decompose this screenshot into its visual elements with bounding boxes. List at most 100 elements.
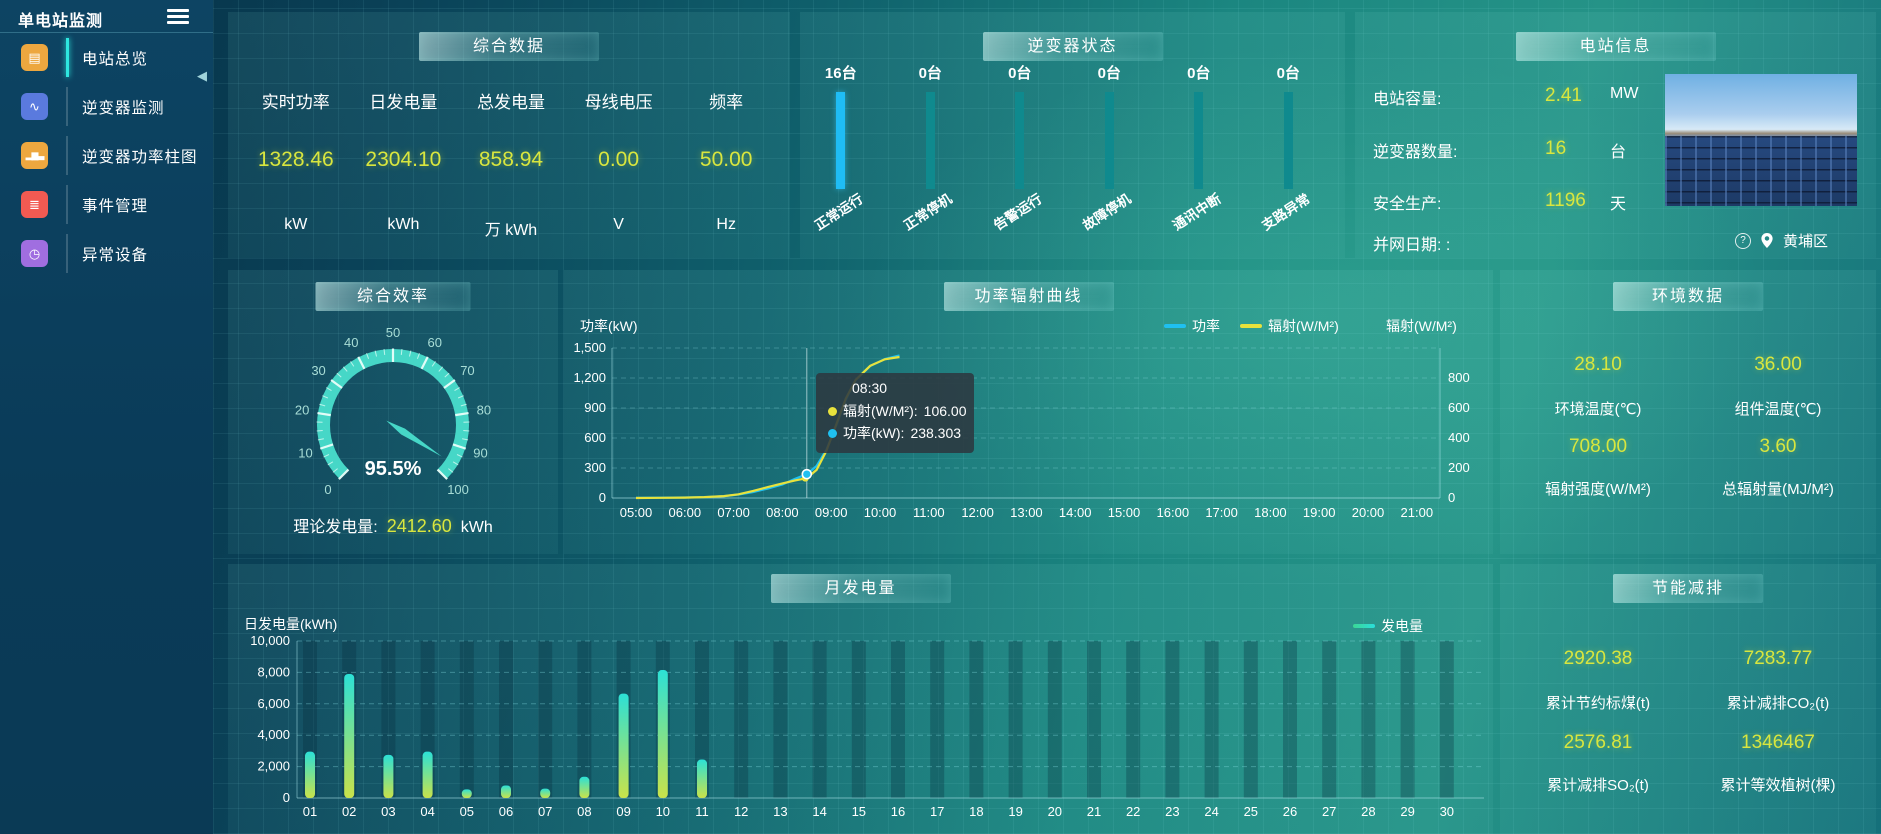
legend-item-energy[interactable]: 发电量 bbox=[1353, 616, 1423, 636]
power-radiation-chart[interactable]: 0 0 300 200 600 400 900 600 1,200 800 1,500 05:00 06… bbox=[564, 270, 1493, 554]
svg-text:19:00: 19:00 bbox=[1303, 505, 1336, 520]
sidebar-item-inverter-power-bars[interactable]: ▂▆▃ 逆变器功率柱图 bbox=[0, 131, 213, 180]
inverter-count: 0台 bbox=[918, 65, 942, 82]
grid-date-row: 并网日期: : bbox=[1373, 231, 1450, 255]
row-label: 理论发电量: bbox=[293, 519, 378, 536]
tooltip-label: 功率(kW): bbox=[843, 425, 905, 441]
summary-metric-units: kW kWh 万 kWh V Hz bbox=[242, 216, 780, 240]
svg-text:21:00: 21:00 bbox=[1401, 505, 1434, 520]
inverter-status-label: 故障停机 bbox=[1080, 191, 1134, 234]
summary-metric-values: 1328.46 2304.10 858.94 0.00 50.00 bbox=[242, 148, 780, 172]
saving-labels-row2: 累计减排SO₂(t) 累计等效植树(棵) bbox=[1508, 774, 1868, 795]
inverter-status-bar[interactable] bbox=[1194, 92, 1204, 189]
svg-text:1,500: 1,500 bbox=[573, 340, 606, 355]
inverter-status-column[interactable]: 0台 故障停机 bbox=[1065, 62, 1155, 233]
tooltip-value: 238.303 bbox=[910, 425, 962, 441]
inverter-count: 16台 bbox=[824, 65, 857, 82]
env-label: 环境温度(℃) bbox=[1554, 401, 1642, 418]
env-labels-row2: 辐射强度(W/M²) 总辐射量(MJ/M²) bbox=[1508, 478, 1868, 499]
svg-text:40: 40 bbox=[344, 335, 358, 350]
svg-text:01: 01 bbox=[303, 804, 317, 819]
svg-text:300: 300 bbox=[584, 460, 606, 475]
energy-bar[interactable] bbox=[422, 751, 433, 798]
svg-text:13: 13 bbox=[773, 804, 787, 819]
inverter-status-bar[interactable] bbox=[1283, 92, 1293, 189]
saving-values-row1: 2920.38 7283.77 bbox=[1508, 648, 1868, 670]
inverter-status-column[interactable]: 0台 通讯中断 bbox=[1154, 62, 1244, 233]
svg-text:25: 25 bbox=[1244, 804, 1258, 819]
inverter-status-column[interactable]: 16台 正常运行 bbox=[796, 62, 886, 233]
svg-text:28: 28 bbox=[1361, 804, 1375, 819]
inverter-status-column[interactable]: 0台 支路异常 bbox=[1244, 62, 1334, 233]
station-capacity-row: 电站容量: 2.41 MW bbox=[1373, 85, 1638, 109]
sidebar-item-abnormal-devices[interactable]: ◷ 异常设备 bbox=[0, 229, 213, 278]
svg-text:16: 16 bbox=[891, 804, 905, 819]
svg-text:2,000: 2,000 bbox=[257, 759, 290, 774]
gauge-needle bbox=[386, 420, 442, 457]
metric-value: 50.00 bbox=[699, 148, 753, 171]
env-labels-row1: 环境温度(℃) 组件温度(℃) bbox=[1508, 398, 1868, 419]
energy-bar[interactable] bbox=[461, 789, 472, 798]
inverter-status-column[interactable]: 0台正常停机 bbox=[886, 62, 976, 233]
energy-bar[interactable] bbox=[657, 670, 668, 798]
svg-text:17: 17 bbox=[930, 804, 944, 819]
energy-bar[interactable] bbox=[618, 693, 629, 798]
svg-text:11:00: 11:00 bbox=[913, 505, 945, 520]
sidebar-item-event-management[interactable]: ≣ 事件管理 bbox=[0, 180, 213, 229]
svg-text:4,000: 4,000 bbox=[257, 727, 290, 742]
row-label: 电站容量: bbox=[1373, 91, 1442, 108]
svg-text:09:00: 09:00 bbox=[815, 505, 848, 520]
svg-text:04: 04 bbox=[420, 804, 434, 819]
item-divider bbox=[66, 136, 68, 175]
inverter-status-bar[interactable] bbox=[836, 92, 846, 189]
inverter-status-bar[interactable] bbox=[1104, 92, 1114, 189]
metric-value: 1328.46 bbox=[257, 148, 334, 171]
saving-label: 累计节约标煤(t) bbox=[1545, 695, 1651, 712]
inverter-status-label: 支路异常 bbox=[1259, 191, 1313, 234]
panel-title: 月发电量 bbox=[770, 574, 951, 603]
panel-title: 节能减排 bbox=[1613, 574, 1763, 603]
svg-text:30: 30 bbox=[1440, 804, 1454, 819]
sidebar-item-inverter-monitor[interactable]: ∿ 逆变器监测 bbox=[0, 82, 213, 131]
energy-bar[interactable] bbox=[501, 785, 511, 798]
svg-text:08: 08 bbox=[577, 804, 591, 819]
energy-bar[interactable] bbox=[579, 776, 590, 798]
saving-label: 累计等效植树(棵) bbox=[1720, 777, 1836, 794]
svg-text:10: 10 bbox=[656, 804, 670, 819]
legend-marker bbox=[1240, 324, 1262, 328]
energy-bar[interactable] bbox=[344, 673, 355, 798]
legend-label: 发电量 bbox=[1381, 618, 1423, 634]
inverter-status-bar[interactable] bbox=[925, 92, 935, 189]
svg-text:15: 15 bbox=[852, 804, 866, 819]
energy-bar[interactable] bbox=[540, 788, 551, 798]
energy-bar[interactable] bbox=[383, 754, 394, 798]
inverter-status-bar[interactable] bbox=[1015, 92, 1025, 189]
saving-labels-row1: 累计节约标煤(t) 累计减排CO₂(t) bbox=[1508, 692, 1868, 713]
inverter-status-bars[interactable]: 16台 正常运行 0台 正常停机 0台 告警运行 0台 故障停机 0台 通讯中断 0台 支路异常 bbox=[796, 62, 1334, 233]
menu-icon[interactable] bbox=[167, 9, 189, 25]
help-icon[interactable]: ? bbox=[1735, 232, 1751, 249]
legend-label: 辐射(W/M²) bbox=[1268, 318, 1339, 334]
monthly-energy-chart[interactable]: 0 2,000 4,000 6,000 8,000 10,000 01 02 03 04 05 06 0… bbox=[228, 564, 1493, 834]
metric-label: 总发电量 bbox=[476, 93, 545, 112]
metric-unit: Hz bbox=[716, 216, 736, 233]
energy-bar[interactable] bbox=[305, 751, 315, 798]
collapse-panel-arrow-icon[interactable]: ◀ bbox=[197, 68, 207, 83]
location-pin-icon bbox=[1761, 233, 1773, 248]
sidebar-item-station-overview[interactable]: ▤ 电站总览 bbox=[0, 33, 213, 82]
tooltip-time: 08:30 bbox=[852, 380, 888, 396]
efficiency-gauge[interactable]: 0 10 20 30 40 50 60 70 80 90 100 bbox=[228, 322, 558, 512]
metric-unit: 万 kWh bbox=[484, 222, 538, 239]
svg-text:18: 18 bbox=[969, 804, 983, 819]
svg-text:90: 90 bbox=[473, 445, 487, 460]
inverter-status-column[interactable]: 0台 告警运行 bbox=[975, 62, 1065, 233]
legend-item-radiation[interactable]: 辐射(W/M²) bbox=[1240, 316, 1339, 336]
legend-item-power[interactable]: 功率 bbox=[1164, 316, 1220, 336]
inverter-status-label: 正常停机 bbox=[901, 191, 955, 234]
env-label: 总辐射量(MJ/M²) bbox=[1722, 481, 1834, 498]
energy-bar[interactable] bbox=[697, 759, 707, 798]
saving-value: 7283.77 bbox=[1743, 648, 1813, 669]
row-value: 2412.60 bbox=[386, 516, 452, 536]
panel-title: 电站信息 bbox=[1515, 32, 1716, 61]
event-management-icon: ≣ bbox=[21, 191, 48, 218]
